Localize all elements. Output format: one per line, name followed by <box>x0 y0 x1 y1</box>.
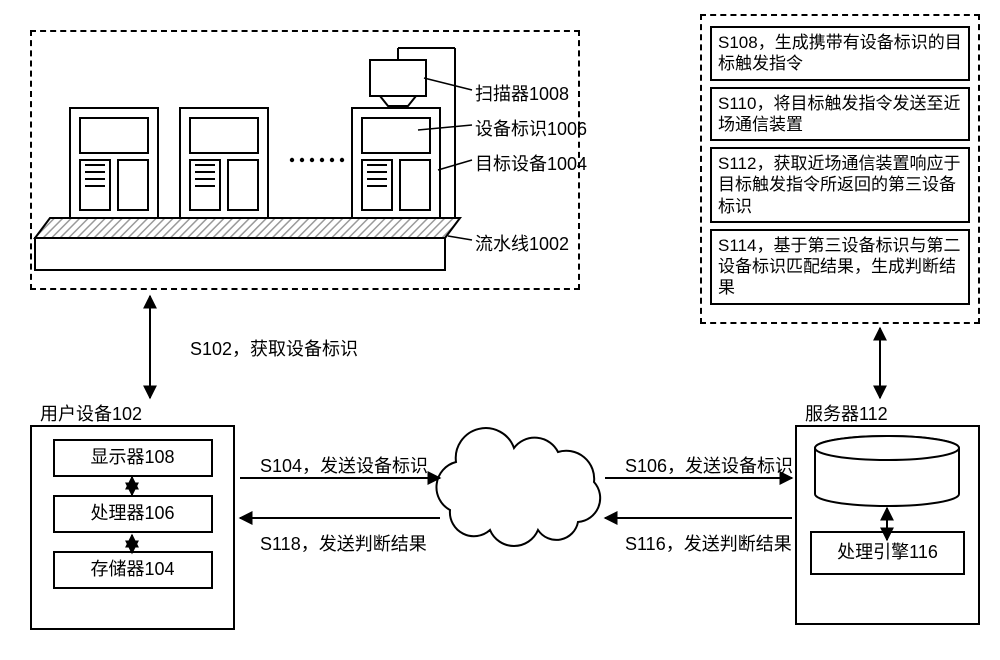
cloud-icon <box>436 428 600 546</box>
target-device-label: 目标设备1004 <box>475 150 587 176</box>
flow-s116: S116，发送判断结果 <box>625 530 792 556</box>
device-id-label: 设备标识1006 <box>475 115 587 141</box>
memory-box: 存储器104 <box>53 551 213 589</box>
user-device-title: 用户设备102 <box>40 400 142 426</box>
network-label: 网络110 <box>490 490 555 516</box>
user-cloud-links <box>240 478 440 518</box>
display-box: 显示器108 <box>53 439 213 477</box>
step-s110: S110，将目标触发指令发送至近场通信装置 <box>710 87 970 142</box>
step-s108: S108，生成携带有设备标识的目标触发指令 <box>710 26 970 81</box>
user-device-box: 显示器108 处理器106 存储器104 <box>30 425 235 630</box>
engine-box: 处理引擎116 <box>810 531 965 575</box>
flow-s118: S118，发送判断结果 <box>260 530 427 556</box>
step-s112: S112，获取近场通信装置响应于目标触发指令所返回的第三设备标识 <box>710 147 970 223</box>
server-title: 服务器112 <box>805 400 888 426</box>
processor-box: 处理器106 <box>53 495 213 533</box>
flow-s104: S104，发送设备标识 <box>260 452 428 478</box>
flow-s106: S106，发送设备标识 <box>625 452 793 478</box>
scanner-label: 扫描器1008 <box>475 80 569 106</box>
database-label: 数据库114 <box>845 473 928 496</box>
pipeline-label: 流水线1002 <box>475 230 569 256</box>
server-box: 数据库114 处理引擎116 <box>795 425 980 625</box>
steps-panel: S108，生成携带有设备标识的目标触发指令 S110，将目标触发指令发送至近场通… <box>700 14 980 324</box>
cloud-server-links <box>605 478 792 518</box>
step-s114: S114，基于第三设备标识与第二设备标识匹配结果，生成判断结果 <box>710 229 970 305</box>
flow-s102: S102，获取设备标识 <box>190 335 358 361</box>
